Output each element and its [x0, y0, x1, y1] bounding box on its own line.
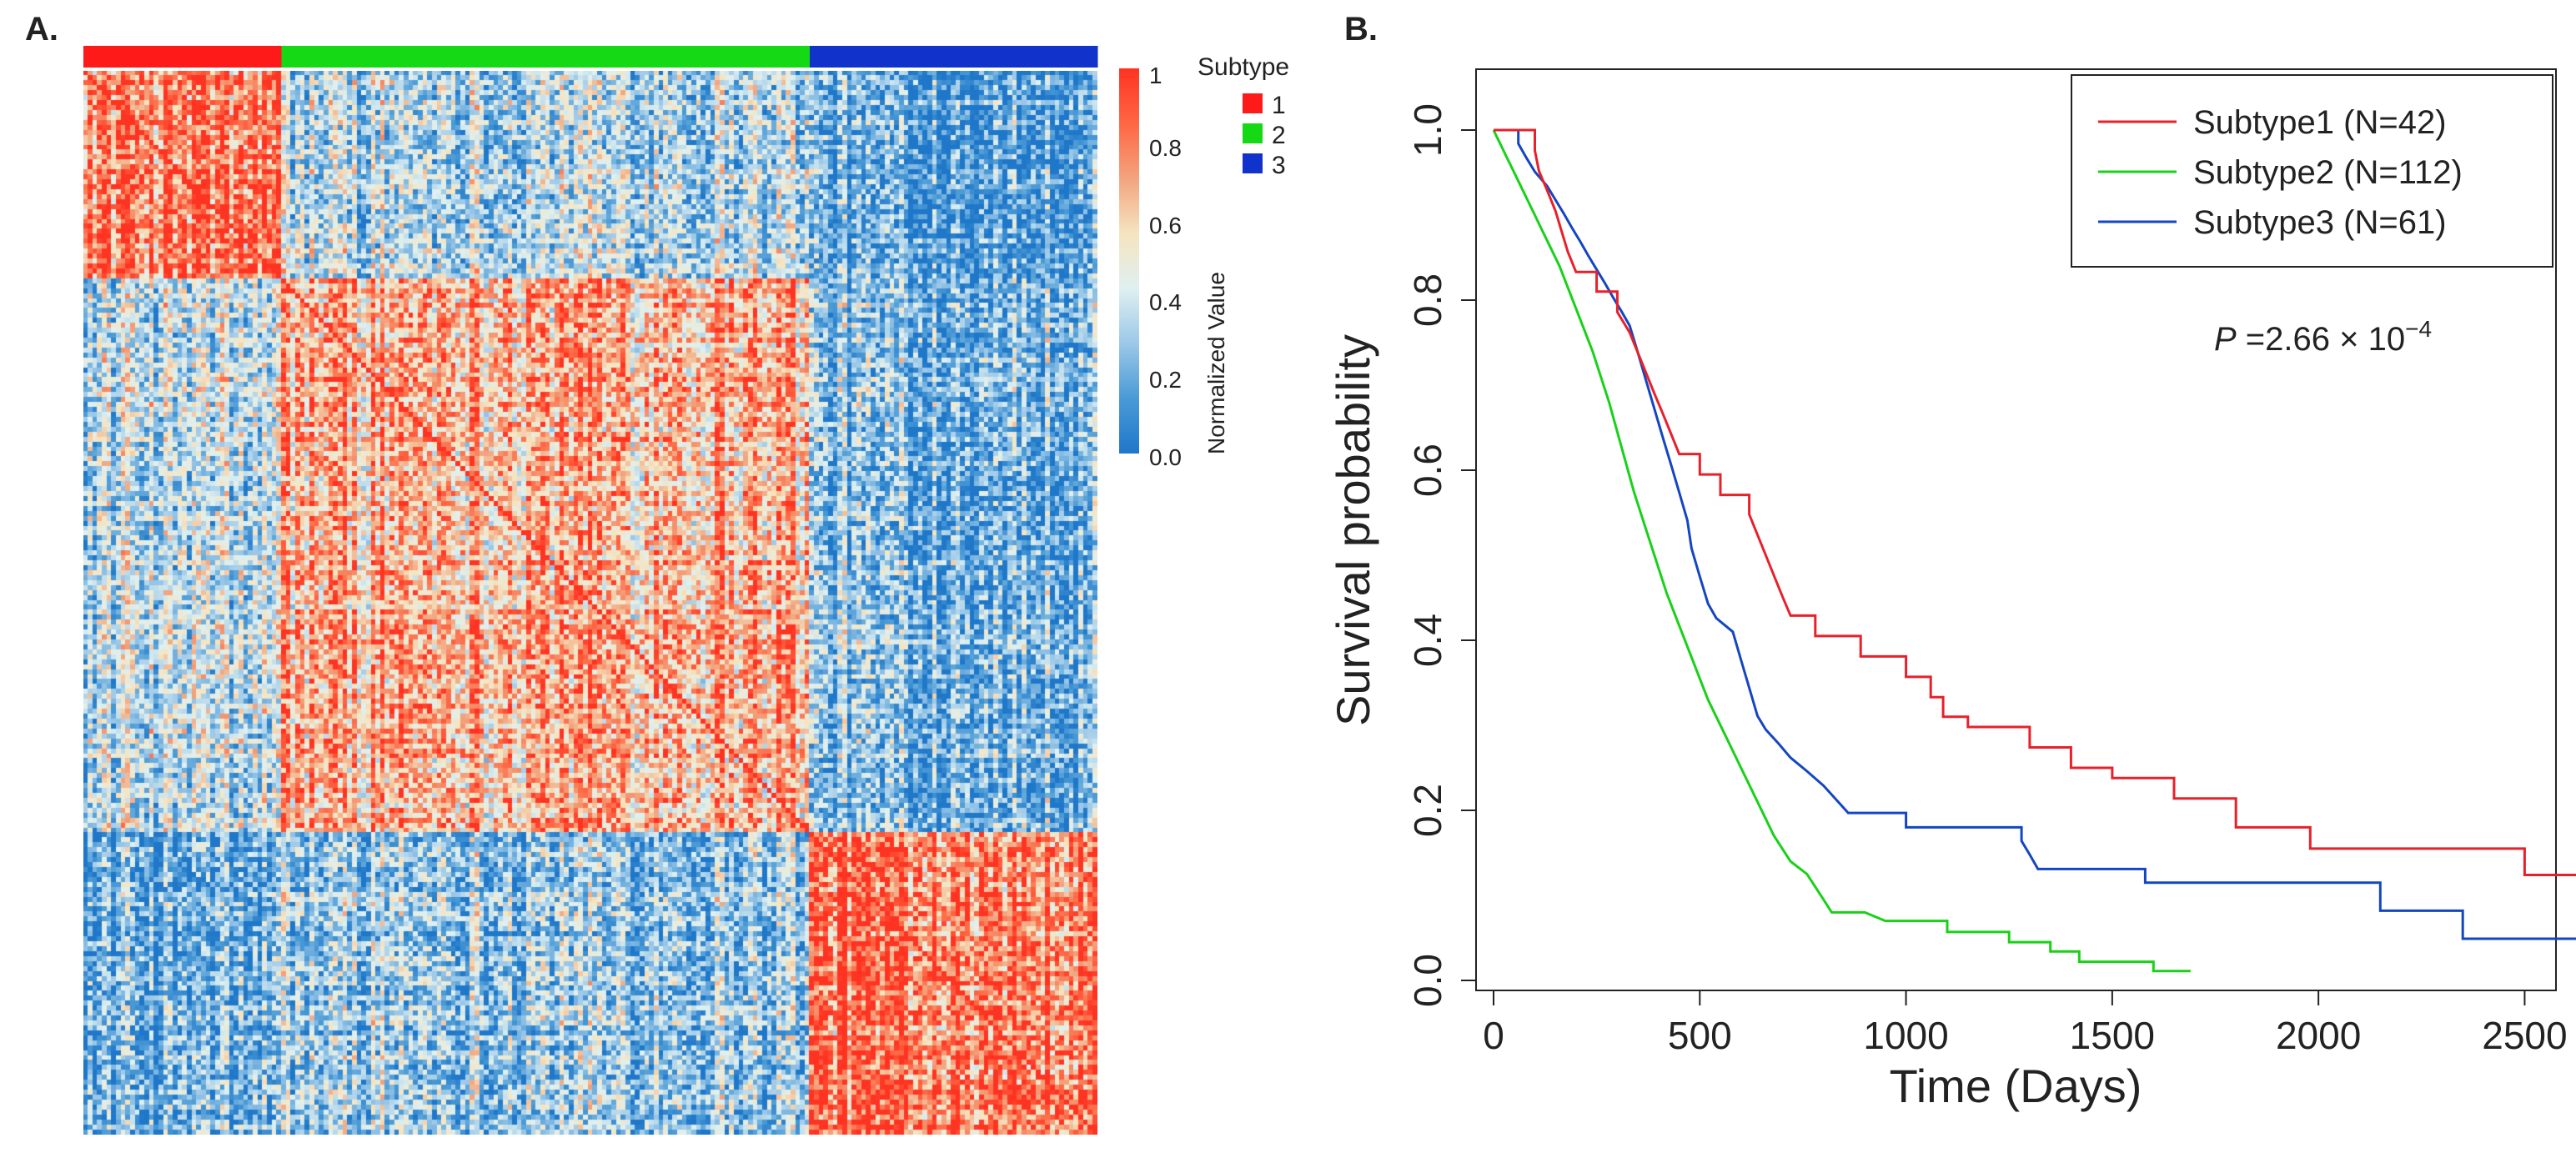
- p-value-annotation: P =2.66 × 10−4: [2214, 316, 2432, 358]
- subtype-bar-segment-2: [281, 46, 811, 68]
- subtype-legend-swatch-2: [1243, 123, 1263, 143]
- km-legend-entry-subtype1: Subtype1 (N=42): [2193, 104, 2447, 141]
- subtype-legend-swatch-1: [1243, 93, 1263, 113]
- km-legend-entry-subtype2: Subtype2 (N=112): [2193, 154, 2463, 191]
- km-legend-name-subtype1: Subtype1: [2193, 104, 2334, 141]
- plot-frame: [1475, 68, 2557, 991]
- subtype-annotation-bar: [83, 46, 1098, 68]
- x-tick-label: 2500: [2482, 1014, 2567, 1057]
- subtype-legend-label-3: 3: [1272, 152, 1286, 179]
- x-tick-label: 1500: [2070, 1014, 2155, 1057]
- colorbar-title: Normalized Value: [1203, 272, 1229, 454]
- km-legend-entry-subtype3: Subtype3 (N=61): [2193, 204, 2447, 241]
- km-curve-subtype2: [1492, 129, 2191, 973]
- subtype-legend: Subtype 1 2 3: [1198, 53, 1289, 179]
- p-value-prefix: P: [2214, 321, 2237, 358]
- x-tick-label: 500: [1668, 1014, 1732, 1057]
- km-legend: Subtype1 (N=42) Subtype2 (N=112) Subtype…: [2071, 74, 2553, 268]
- heatmap-wrapper: [83, 71, 1097, 1135]
- y-tick-label: 0.8: [1406, 273, 1449, 327]
- km-curve-subtype1: [1494, 128, 2576, 876]
- colorbar-tick-08: 0.8: [1149, 135, 1182, 161]
- km-legend-name-subtype3: Subtype3: [2193, 204, 2334, 241]
- panel-a-label: A.: [25, 11, 58, 48]
- km-legend-name-subtype2: Subtype2: [2193, 154, 2334, 191]
- x-axis: 0500100015002000250030003500: [1483, 990, 2568, 1057]
- colorbar-tick-1: 1: [1149, 63, 1162, 88]
- p-value-text: =2.66 × 10: [2237, 321, 2405, 358]
- colorbar-tick-06: 0.6: [1149, 213, 1182, 238]
- subtype-legend-swatch-3: [1243, 153, 1263, 173]
- km-curve-subtype3: [1494, 128, 2576, 940]
- subtype-legend-label-1: 1: [1272, 92, 1286, 119]
- km-legend-n-subtype1: (N=42): [2343, 104, 2446, 141]
- x-tick-label: 2000: [2276, 1014, 2361, 1057]
- km-plot: 0.00.20.40.60.81.0 050010001500200025003…: [1327, 68, 2576, 1112]
- x-axis-label: Time (Days): [1890, 1060, 2142, 1112]
- colorbar: 1 0.8 0.6 0.4 0.2 0.0 Normalized Value: [1119, 63, 1229, 470]
- colorbar-tick-04: 0.4: [1149, 289, 1182, 315]
- km-legend-n-subtype2: (N=112): [2343, 154, 2463, 191]
- y-tick-label: 0.2: [1406, 784, 1449, 837]
- consensus-heatmap: [83, 71, 1097, 1135]
- colorbar-tick-00: 0.0: [1149, 444, 1182, 470]
- km-legend-n-subtype3: (N=61): [2343, 204, 2446, 241]
- x-tick-label: 0: [1483, 1014, 1504, 1057]
- y-tick-label: 1.0: [1406, 103, 1449, 157]
- subtype-legend-title: Subtype: [1198, 53, 1289, 81]
- subtype-legend-label-2: 2: [1272, 122, 1286, 149]
- p-value-exponent: −4: [2405, 316, 2432, 342]
- y-tick-label: 0.6: [1406, 444, 1449, 497]
- panel-b-label: B.: [1344, 11, 1378, 48]
- y-axis: 0.0 0.2 0.4 0.6 0.8 1.0: [1406, 103, 1476, 1007]
- y-tick-label: 0.4: [1406, 614, 1449, 667]
- colorbar-gradient: [1119, 68, 1139, 454]
- x-tick-label: 1000: [1863, 1014, 1948, 1057]
- subtype-bar-segment-1: [83, 46, 283, 68]
- survival-curves: [1492, 128, 2576, 973]
- subtype-bar-segment-3: [809, 46, 1098, 68]
- y-axis-label: Survival probability: [1327, 334, 1379, 726]
- y-tick-label: 0.0: [1406, 954, 1449, 1007]
- colorbar-tick-02: 0.2: [1149, 367, 1182, 393]
